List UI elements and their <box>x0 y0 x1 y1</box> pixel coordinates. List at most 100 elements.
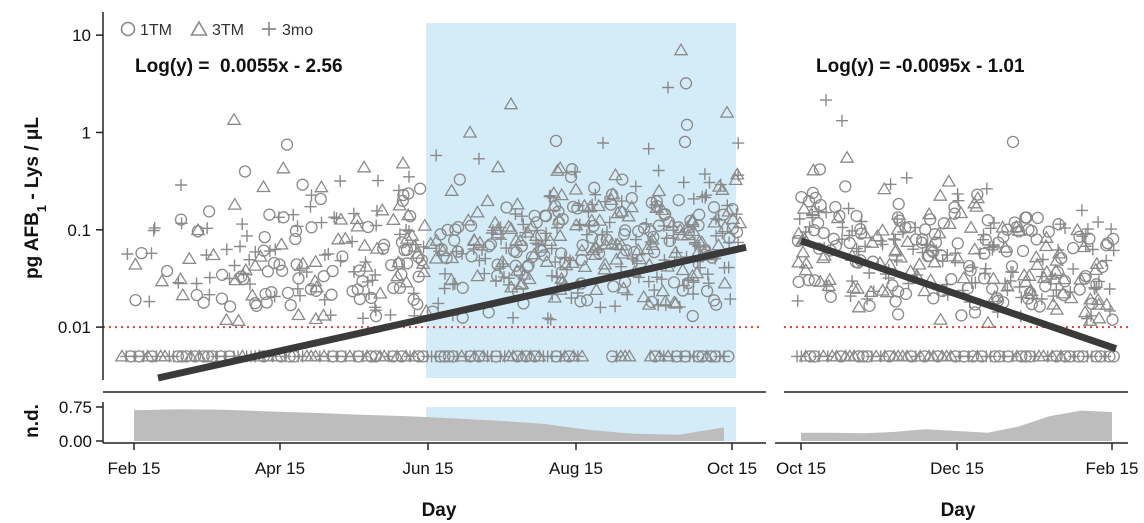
point-3tm <box>409 246 425 259</box>
point-3mo <box>1100 254 1113 267</box>
point-3tm <box>1039 264 1055 278</box>
point-3tm <box>830 210 846 224</box>
point-3mo <box>346 235 359 248</box>
point-3tm <box>610 237 625 251</box>
point-3mo <box>1035 293 1048 305</box>
point-3tm <box>520 225 535 238</box>
point-1tm <box>309 284 323 297</box>
point-1tm <box>346 285 359 298</box>
point-1tm <box>289 224 303 238</box>
point-1tm <box>160 264 174 278</box>
point-3mo <box>543 190 556 203</box>
point-3mo <box>710 212 722 225</box>
point-3tm <box>851 300 867 313</box>
point-3mo <box>417 240 430 253</box>
point-3tm <box>566 349 581 362</box>
point-1tm <box>1083 232 1096 245</box>
point-3tm <box>868 349 884 362</box>
point-3tm <box>584 213 600 226</box>
point-1tm <box>361 220 375 234</box>
point-3tm <box>444 250 460 264</box>
point-1tm <box>385 258 398 272</box>
point-1tm <box>305 221 318 234</box>
point-1tm <box>377 242 390 255</box>
point-3tm <box>893 250 909 263</box>
point-3tm <box>395 156 411 169</box>
legend-label-1tm: 1TM <box>140 22 172 39</box>
point-1tm <box>676 284 689 297</box>
point-3tm <box>664 218 680 231</box>
point-3tm <box>685 268 700 282</box>
point-3tm <box>921 206 937 220</box>
point-1tm <box>482 240 496 253</box>
point-1tm <box>353 264 366 277</box>
panel1-x-axis-title: Day <box>422 500 457 521</box>
point-3mo <box>980 182 993 195</box>
point-1tm <box>257 244 270 257</box>
point-1tm <box>387 281 400 295</box>
point-1tm <box>963 259 976 273</box>
point-3mo <box>571 287 584 299</box>
point-1tm <box>1073 283 1086 296</box>
point-3mo <box>291 282 304 295</box>
y-tick-label: 10 <box>72 26 91 45</box>
point-3tm <box>475 349 491 362</box>
point-3tm <box>912 257 927 270</box>
point-3tm <box>552 160 568 174</box>
point-3mo <box>517 218 530 231</box>
point-3tm <box>505 349 521 362</box>
point-3tm <box>517 267 532 280</box>
point-3tm <box>219 312 234 326</box>
point-3tm <box>303 349 319 362</box>
point-1tm <box>927 292 940 305</box>
point-1tm <box>948 201 961 214</box>
point-3tm <box>592 213 608 226</box>
point-1tm <box>1039 280 1052 293</box>
point-1tm <box>353 292 366 306</box>
point-3mo <box>551 221 563 234</box>
point-3mo <box>530 237 542 250</box>
point-1tm <box>981 214 994 227</box>
point-3tm <box>568 182 584 195</box>
point-3tm <box>531 349 547 362</box>
point-3mo <box>1059 222 1071 235</box>
point-3tm <box>711 238 726 251</box>
point-3tm <box>970 349 985 362</box>
point-1tm <box>707 294 721 307</box>
point-1tm <box>1066 241 1080 255</box>
point-1tm <box>1033 300 1046 313</box>
point-3tm <box>349 211 365 225</box>
point-1tm <box>1005 260 1019 273</box>
legend-marker-3mo <box>262 22 276 36</box>
point-3tm <box>666 295 682 308</box>
point-3tm <box>912 349 928 362</box>
point-3mo <box>330 212 343 225</box>
point-3tm <box>472 235 488 248</box>
point-3tm <box>244 288 260 301</box>
point-1tm <box>854 227 868 240</box>
point-3mo <box>479 252 492 265</box>
point-3mo <box>1103 283 1116 295</box>
point-3mo <box>1107 244 1120 257</box>
point-1tm <box>700 284 714 298</box>
point-3tm <box>969 199 984 212</box>
point-3tm <box>417 218 433 231</box>
point-3tm <box>1044 349 1060 362</box>
point-3mo <box>515 210 528 223</box>
point-3mo <box>667 220 680 233</box>
point-3tm <box>1051 246 1067 259</box>
point-1tm <box>258 230 271 244</box>
point-3tm <box>1089 256 1105 270</box>
point-3tm <box>460 213 476 226</box>
point-3mo <box>456 247 468 260</box>
point-3mo <box>974 247 986 260</box>
point-1tm <box>259 287 272 301</box>
point-3mo <box>541 312 554 325</box>
point-3tm <box>429 233 445 246</box>
point-3mo <box>889 233 902 246</box>
point-3tm <box>574 349 590 362</box>
point-3tm <box>357 238 373 251</box>
nd-area-panel2 <box>801 410 1112 441</box>
point-1tm <box>398 243 411 257</box>
point-3tm <box>400 207 416 221</box>
